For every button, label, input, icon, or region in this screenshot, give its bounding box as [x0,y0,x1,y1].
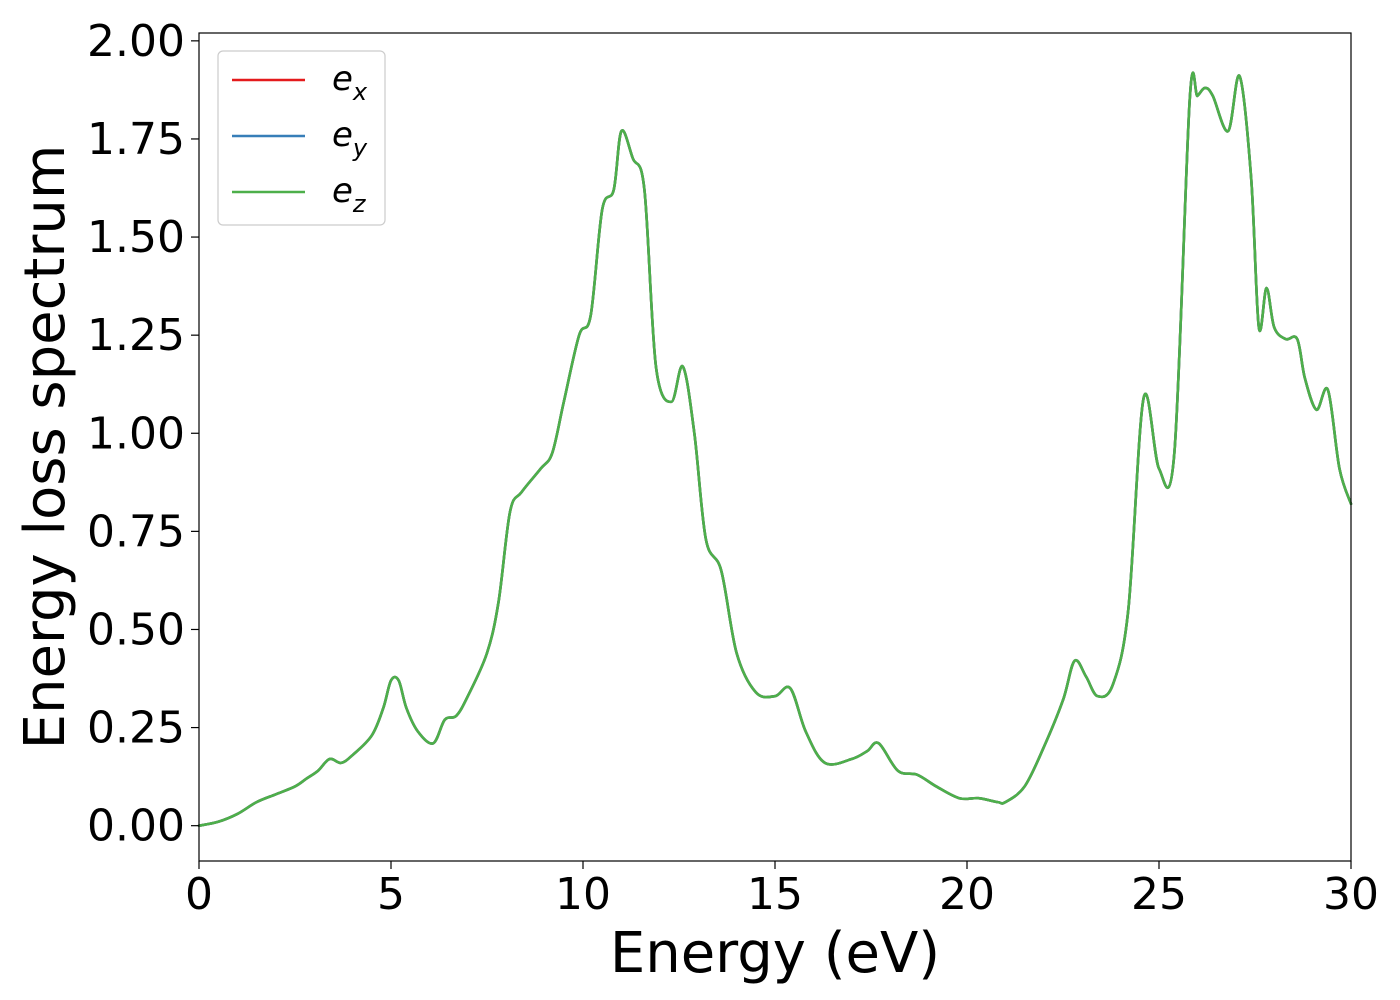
y-axis-ticks: 0.00 0.25 0.50 0.75 1.00 1.25 1.50 1.75 2.00 [87,16,199,852]
legend-label-base: e [332,171,353,211]
y-tick-label: 1.25 [87,310,185,361]
legend-label-base: e [332,115,353,155]
y-tick-label: 0.00 [87,801,185,852]
y-tick-label: 0.25 [87,703,185,754]
y-tick-label: 2.00 [87,16,185,67]
x-tick-label: 15 [747,869,803,920]
y-tick-label: 1.75 [87,114,185,165]
legend-label-subscript: x [352,78,368,106]
y-tick-label: 0.50 [87,604,185,655]
x-tick-label: 10 [555,869,611,920]
y-tick-label: 1.00 [87,408,185,459]
y-tick-label: 1.50 [87,212,185,263]
legend-label-subscript: y [352,134,368,162]
x-tick-label: 20 [939,869,995,920]
x-tick-label: 5 [377,869,405,920]
y-tick-label: 0.75 [87,506,185,557]
x-tick-label: 0 [185,869,213,920]
x-tick-label: 25 [1131,869,1187,920]
x-axis-label: Energy (eV) [610,921,940,986]
legend-label-subscript: z [352,190,367,218]
legend-label-base: e [332,59,353,99]
x-tick-label: 30 [1323,869,1379,920]
y-axis-label: Energy loss spectrum [13,145,78,750]
